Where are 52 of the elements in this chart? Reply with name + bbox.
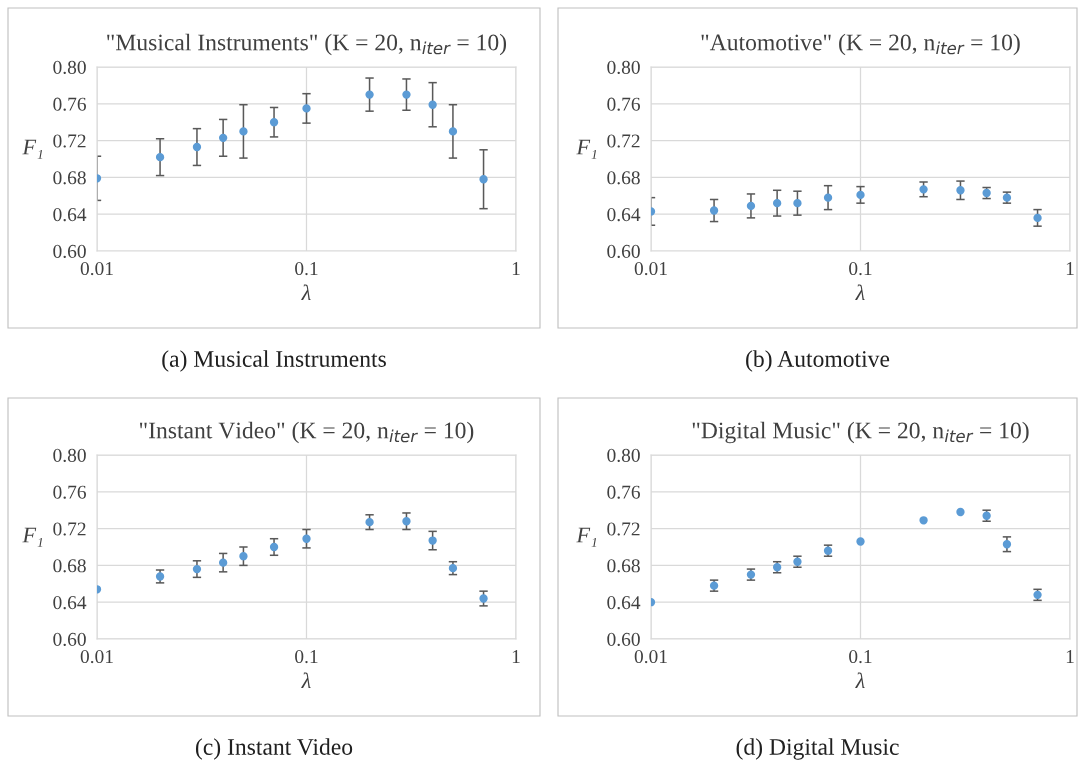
y-tick-label: 0.60 [53, 632, 86, 647]
x-axis-title: λ [855, 284, 865, 301]
x-tick-label: 0.01 [80, 649, 113, 664]
y-tick-label: 0.80 [53, 448, 86, 463]
text: (a) Musical Instruments [162, 350, 386, 372]
y-tick-label: 0.76 [53, 485, 86, 499]
y-axis-title: F₁ [576, 527, 597, 547]
x-tick-label: 1 [512, 262, 520, 275]
y-axis-title: F₁ [22, 527, 43, 547]
y-axis-title: F₁ [22, 139, 43, 159]
y-tick-label: 0.80 [607, 60, 640, 75]
y-tick-label: 0.72 [53, 522, 86, 536]
x-axis-title: λ [301, 672, 311, 689]
text: (c) Instant Video [195, 738, 353, 760]
text: (b) Automotive [746, 350, 890, 372]
y-tick-label: 0.68 [53, 171, 86, 185]
chart-title: "Instant Video" (K = 20, n$_{iter}$ = 10) [139, 421, 474, 444]
y-tick-label: 0.68 [607, 171, 640, 185]
y-tick-label: 0.60 [607, 244, 640, 259]
y-tick-label: 0.64 [53, 208, 87, 222]
y-tick-label: 0.76 [607, 485, 640, 499]
y-tick-label: 0.64 [607, 208, 641, 222]
y-tick-label: 0.72 [607, 522, 640, 536]
x-tick-label: 1 [512, 650, 520, 663]
text: (d) Digital Music [736, 738, 899, 760]
y-tick-label: 0.60 [53, 244, 86, 259]
x-tick-label: 1 [1066, 262, 1074, 275]
x-tick-label: 0.1 [295, 649, 318, 664]
y-tick-label: 0.72 [53, 134, 86, 148]
y-tick-label: 0.60 [607, 632, 640, 647]
y-tick-label: 0.68 [607, 559, 640, 573]
x-tick-label: 0.1 [849, 649, 872, 664]
y-tick-label: 0.72 [607, 134, 640, 148]
x-tick-label: 0.1 [295, 261, 318, 276]
x-tick-label: 0.01 [80, 261, 113, 276]
x-tick-label: 0.01 [634, 261, 667, 276]
chart-title: "Digital Music" (K = 20, n$_{iter}$ = 10) [692, 421, 1029, 444]
x-tick-label: 0.1 [849, 261, 872, 276]
y-tick-label: 0.80 [53, 60, 86, 75]
y-tick-label: 0.76 [53, 97, 86, 111]
y-tick-label: 0.80 [607, 448, 640, 463]
x-tick-label: 0.01 [634, 649, 667, 664]
x-axis-title: λ [855, 672, 865, 689]
y-tick-label: 0.76 [607, 97, 640, 111]
chart-title: "Automotive" (K = 20, n$_{iter}$ = 10) [701, 33, 1020, 56]
chart-title: "Musical Instruments" (K = 20, n$_{iter}$ = 10) [107, 33, 507, 56]
y-tick-label: 0.68 [53, 559, 86, 573]
x-axis-title: λ [301, 284, 311, 301]
y-axis-title: F₁ [576, 139, 597, 159]
x-tick-label: 1 [1066, 650, 1074, 663]
y-tick-label: 0.64 [607, 596, 641, 610]
y-tick-label: 0.64 [53, 596, 87, 610]
